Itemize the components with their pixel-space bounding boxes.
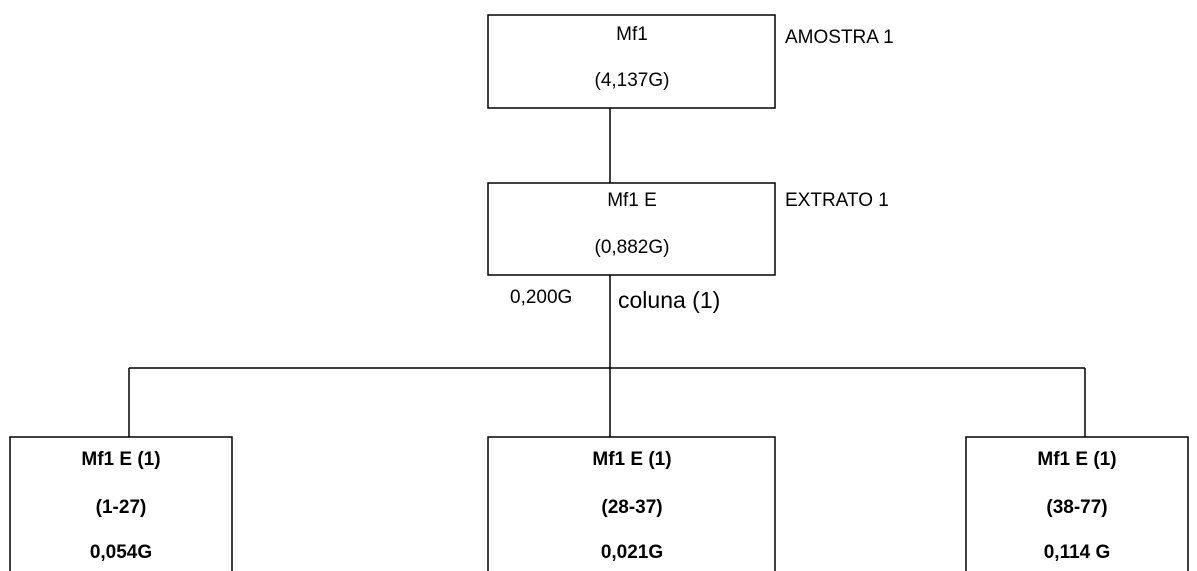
edge-amount: 0,200G (510, 287, 572, 308)
node-box (487, 182, 776, 276)
node-text: Mf1 (616, 24, 648, 45)
node-box (9, 436, 233, 571)
node-text: Mf1 E (1) (1037, 449, 1116, 470)
node-text: (0,882G) (595, 237, 670, 258)
node-label: EXTRATO 1 (785, 190, 889, 211)
node-box (487, 436, 776, 571)
node-text: Mf1 E (607, 190, 657, 211)
node-label: AMOSTRA 1 (785, 27, 894, 48)
node-text: (1-27) (96, 497, 147, 518)
node-box (487, 14, 776, 109)
node-text: 0,114 G (1044, 542, 1111, 563)
node-text: (28-37) (601, 497, 662, 518)
node-text: 0,054G (90, 542, 152, 563)
edge-label: coluna (1) (618, 287, 720, 313)
node-text: (38-77) (1046, 497, 1107, 518)
node-box (965, 436, 1189, 571)
node-text: Mf1 E (1) (81, 449, 160, 470)
node-text: Mf1 E (1) (592, 449, 671, 470)
node-text: (4,137G) (595, 70, 670, 91)
node-text: 0,021G (601, 542, 663, 563)
